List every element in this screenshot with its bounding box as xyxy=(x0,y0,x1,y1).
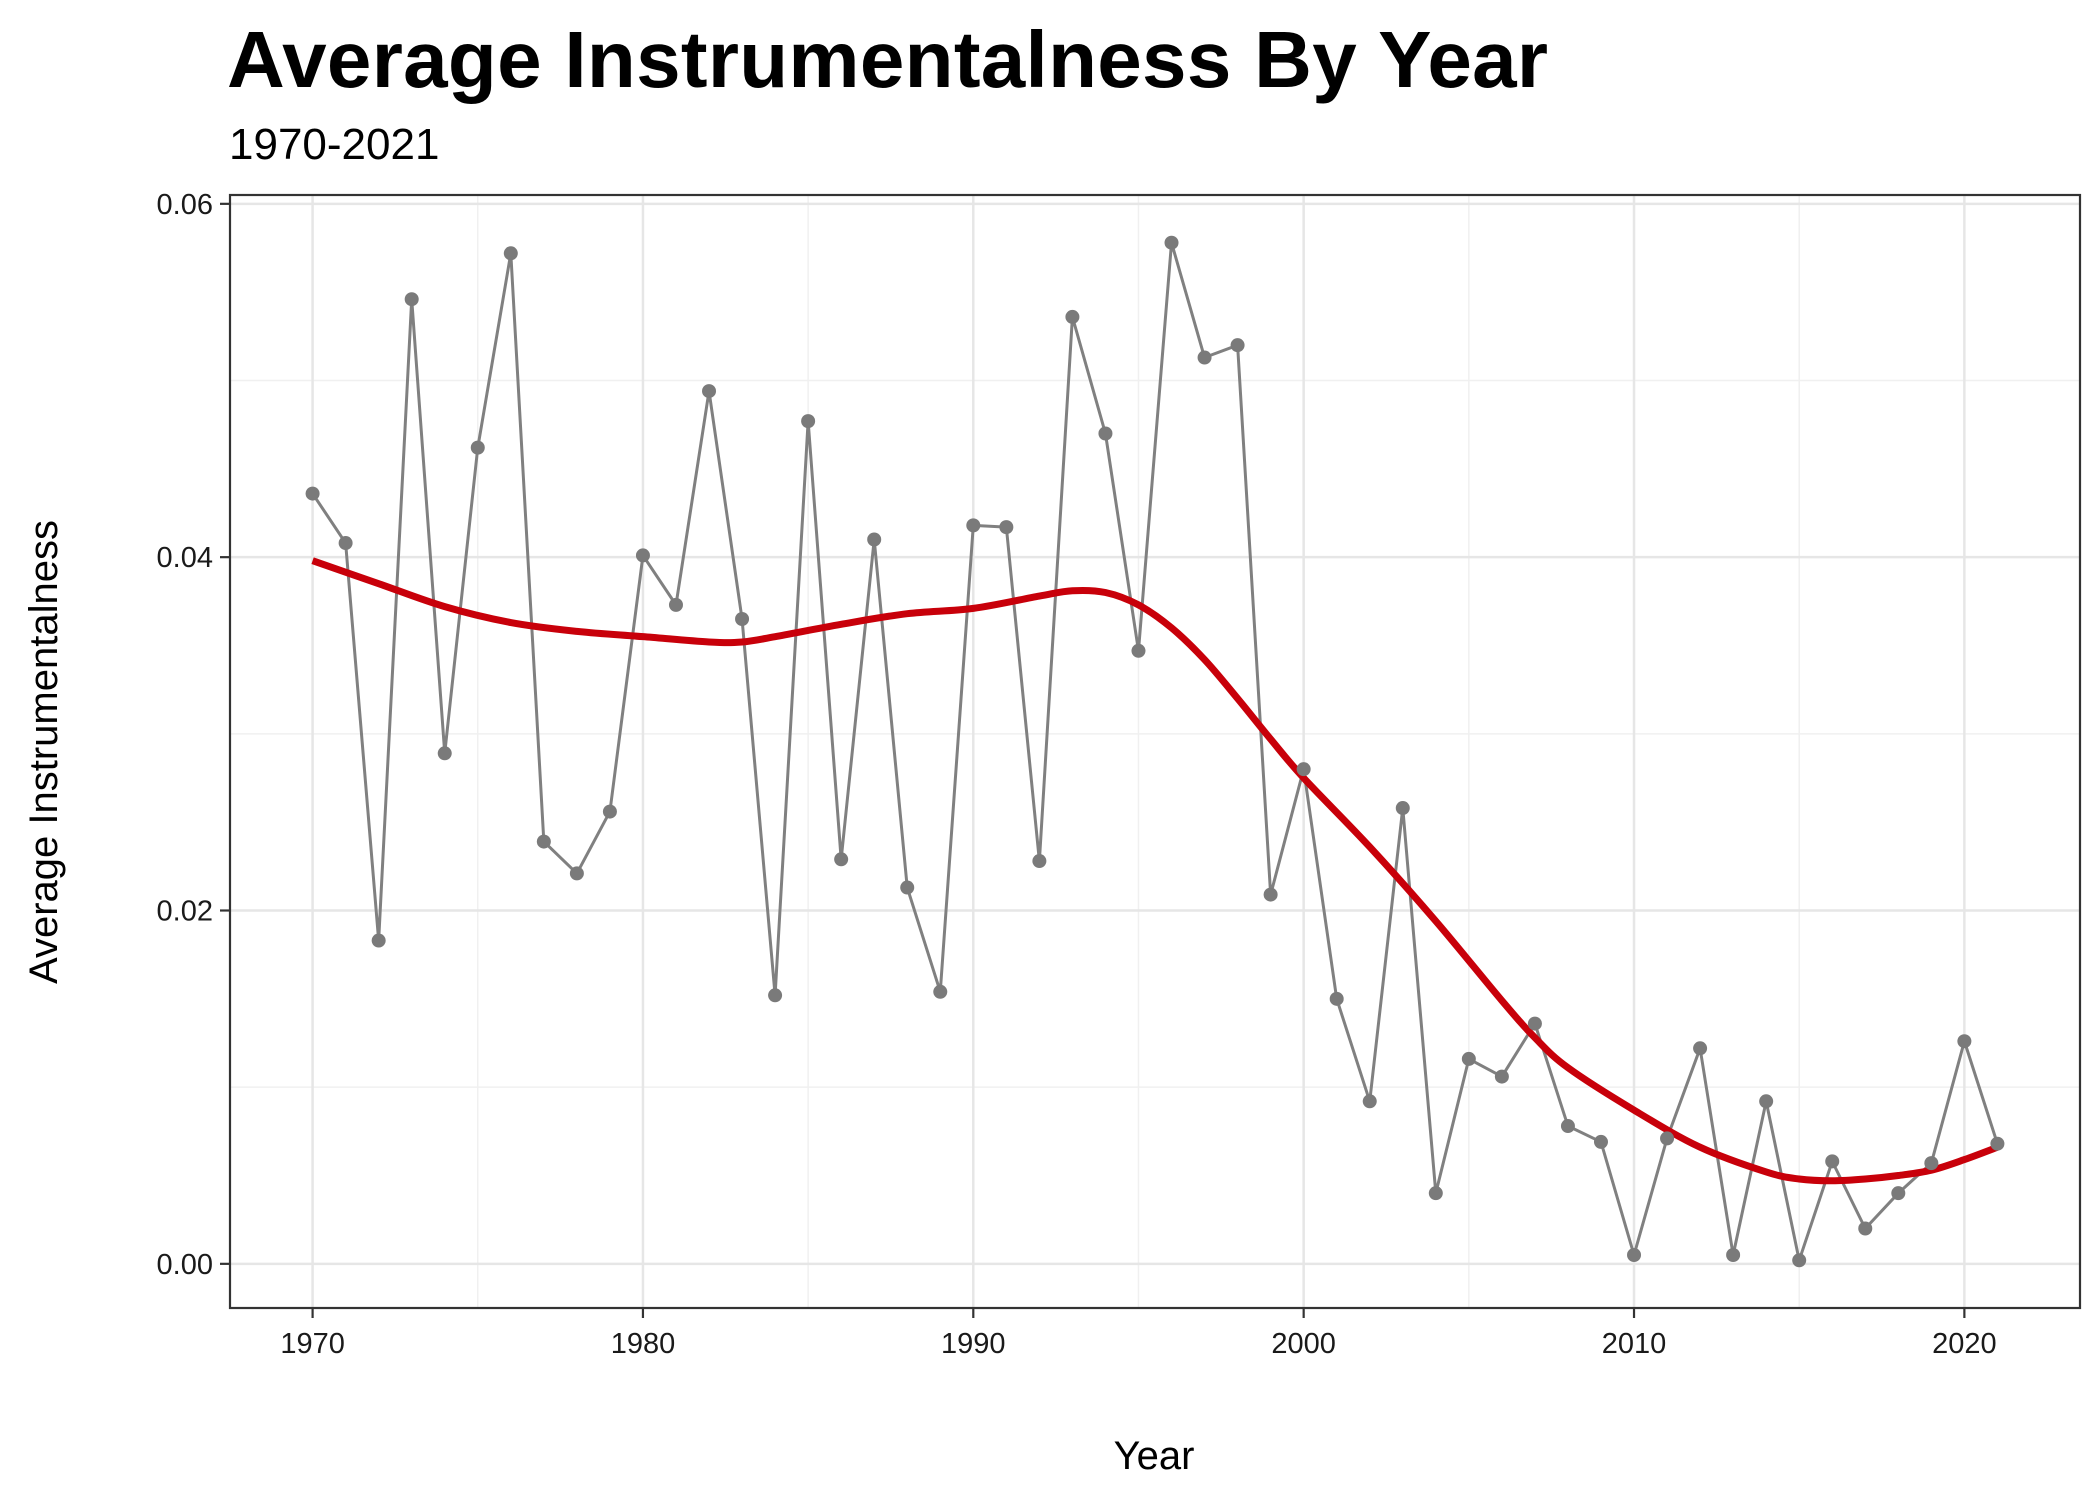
data-point xyxy=(1164,235,1179,250)
data-point xyxy=(1065,309,1080,324)
data-point xyxy=(1197,350,1212,365)
data-point xyxy=(801,414,816,429)
data-point xyxy=(1957,1034,1972,1049)
data-point xyxy=(1560,1119,1575,1134)
data-point xyxy=(437,746,452,761)
data-point xyxy=(1527,1016,1542,1031)
data-point xyxy=(338,536,353,551)
x-tick-label: 2010 xyxy=(1602,1328,1667,1360)
x-tick-label: 2000 xyxy=(1271,1328,1336,1360)
y-tick-label: 0.00 xyxy=(157,1249,213,1281)
data-point xyxy=(1726,1248,1741,1262)
data-point xyxy=(536,834,551,849)
data-point xyxy=(404,292,419,307)
data-point xyxy=(1329,991,1344,1006)
y-tick-label: 0.04 xyxy=(157,542,213,574)
data-point xyxy=(1131,643,1146,658)
data-point xyxy=(1230,338,1245,353)
data-point xyxy=(768,988,783,1003)
data-point xyxy=(1593,1134,1608,1149)
y-tick-label: 0.06 xyxy=(157,189,213,221)
y-axis-title: Average Instrumentalness xyxy=(22,520,66,984)
smooth-trend-line xyxy=(311,557,1999,1185)
data-point xyxy=(1032,854,1047,869)
x-axis-title: Year xyxy=(1114,1434,1195,1478)
data-point xyxy=(1924,1156,1939,1171)
data-point xyxy=(1891,1186,1906,1201)
y-tick-label: 0.02 xyxy=(157,896,213,928)
data-point xyxy=(470,440,485,455)
series-line-yearly-average xyxy=(311,241,1999,1262)
data-point xyxy=(668,597,683,612)
data-point xyxy=(1627,1248,1642,1262)
data-point xyxy=(1792,1253,1807,1268)
x-tick-label: 1980 xyxy=(611,1328,676,1360)
data-point xyxy=(966,518,981,533)
data-point xyxy=(371,933,386,948)
data-point xyxy=(569,866,584,881)
data-point xyxy=(867,532,882,547)
x-tick-label: 1990 xyxy=(941,1328,1006,1360)
data-point xyxy=(1296,762,1311,777)
data-point xyxy=(1990,1136,2005,1151)
data-point xyxy=(1660,1131,1675,1146)
data-point xyxy=(1759,1094,1774,1109)
chart-title: Average Instrumentalness By Year xyxy=(227,15,1549,104)
data-point xyxy=(1494,1069,1509,1084)
data-point xyxy=(635,548,650,563)
data-point xyxy=(1098,426,1113,441)
data-point xyxy=(503,246,518,261)
data-point xyxy=(702,384,717,399)
data-point xyxy=(305,486,320,501)
data-point xyxy=(999,520,1014,535)
data-point xyxy=(735,612,750,626)
x-tick-label: 2020 xyxy=(1932,1328,1997,1360)
chart-subtitle: 1970-2021 xyxy=(229,120,440,169)
plot-panel-border xyxy=(228,193,2082,1310)
data-point xyxy=(602,804,617,819)
data-point xyxy=(1461,1051,1476,1066)
data-point xyxy=(933,984,948,999)
data-point xyxy=(834,852,849,867)
data-point xyxy=(900,880,915,895)
data-point xyxy=(1263,887,1278,902)
data-point xyxy=(1428,1186,1443,1201)
data-point xyxy=(1395,801,1410,816)
x-tick-label: 1970 xyxy=(280,1328,345,1360)
axis-layer: 1970 1980 1990 2000 2010 2020 0.00 0.02 0.04 0.06 xyxy=(157,189,1997,1360)
data-point xyxy=(1362,1094,1377,1109)
series-layer xyxy=(305,235,2005,1268)
data-point xyxy=(1693,1041,1708,1056)
data-point xyxy=(1858,1221,1873,1236)
data-point xyxy=(1825,1154,1840,1169)
grid-layer xyxy=(230,195,2080,1308)
